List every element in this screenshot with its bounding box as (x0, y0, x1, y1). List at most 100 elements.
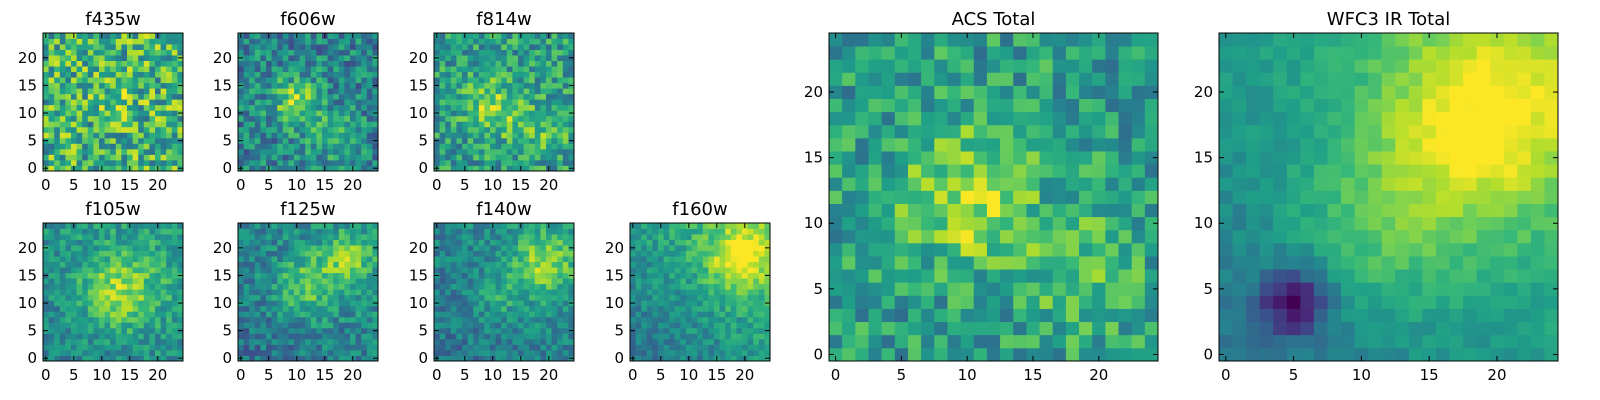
heatmap-cell (546, 154, 552, 161)
heatmap-cell (59, 115, 66, 122)
heatmap-cell (540, 278, 547, 285)
heatmap-cell (59, 349, 66, 356)
heatmap-cell (310, 154, 317, 161)
heatmap-cell (1092, 33, 1106, 47)
heatmap-cell (171, 349, 178, 356)
heatmap-cell (674, 327, 681, 334)
heatmap-cell (299, 316, 306, 323)
heatmap-cell (104, 126, 111, 133)
heatmap-cell (495, 289, 502, 296)
heatmap-cell (350, 228, 356, 235)
heatmap-cell (322, 104, 328, 111)
heatmap-cell (439, 289, 446, 296)
heatmap-cell (254, 305, 261, 312)
heatmap-cell (450, 349, 457, 356)
heatmap-cell (104, 148, 111, 155)
heatmap-cell (534, 278, 541, 285)
heatmap-cell (127, 82, 133, 89)
heatmap-cell (322, 234, 328, 240)
heatmap-cell (568, 333, 575, 340)
heatmap-cell (143, 338, 150, 345)
heatmap-cell (534, 300, 541, 307)
heatmap-cell (271, 223, 278, 229)
heatmap-cell (121, 132, 128, 139)
heatmap-cell (277, 322, 284, 329)
heatmap-cell (467, 154, 474, 161)
heatmap-cell (327, 245, 334, 251)
heatmap-cell (490, 245, 496, 251)
heatmap-cell (495, 104, 502, 111)
heatmap-cell (1144, 46, 1159, 60)
heatmap-cell (1052, 256, 1067, 270)
heatmap-cell (65, 93, 72, 100)
heatmap-cell (540, 60, 547, 67)
heatmap-cell (104, 305, 111, 312)
heatmap-cell (138, 311, 145, 318)
heatmap-cell (1013, 347, 1027, 362)
heatmap-cell (512, 311, 519, 318)
heatmap-cell (166, 223, 173, 229)
heatmap-cell (1118, 216, 1133, 231)
heatmap-cell (708, 349, 715, 356)
heatmap-cell (551, 316, 558, 323)
heatmap-cell (93, 338, 100, 345)
heatmap-cell (338, 305, 345, 312)
heatmap-cell (177, 344, 184, 351)
heatmap-cell (557, 289, 564, 296)
heatmap-cell (540, 311, 547, 318)
heatmap-cell (243, 305, 250, 312)
heatmap-cell (686, 283, 692, 290)
heatmap-cell (1039, 321, 1054, 336)
heatmap-cell (65, 272, 72, 279)
heatmap-cell (82, 333, 89, 340)
heatmap-cell (177, 143, 184, 150)
heatmap-cell (305, 322, 312, 329)
heatmap-cell (48, 272, 55, 279)
heatmap-cell (271, 33, 278, 39)
heatmap-cell (254, 88, 261, 95)
heatmap-cell (490, 322, 496, 329)
heatmap-cell (894, 46, 909, 60)
heatmap-cell (115, 55, 122, 61)
heatmap-cell (512, 278, 519, 285)
heatmap-cell (82, 137, 89, 144)
heatmap-cell (540, 104, 547, 111)
heatmap-cell (907, 46, 922, 60)
heatmap-cell (736, 316, 743, 323)
heatmap-cell (344, 327, 351, 334)
heatmap-cell (478, 349, 485, 356)
heatmap-cell (562, 228, 569, 235)
heatmap-cell (934, 151, 948, 165)
heatmap-cell (271, 261, 278, 268)
heatmap-cell (372, 322, 379, 329)
heatmap-cell (484, 159, 491, 166)
heatmap-cell (540, 148, 547, 155)
heatmap-cell (829, 151, 843, 165)
heatmap-cell (562, 165, 569, 172)
heatmap-cell (484, 223, 491, 229)
heatmap-cell (305, 33, 312, 39)
heatmap-cell (310, 137, 317, 144)
heatmap-cell (127, 55, 133, 61)
heatmap-cell (149, 104, 156, 111)
heatmap-cell (467, 355, 474, 362)
heatmap-cell (534, 66, 541, 73)
heatmap-cell (127, 327, 133, 334)
heatmap-cell (1026, 164, 1040, 178)
heatmap-cell (529, 283, 536, 290)
heatmap-cell (855, 164, 869, 178)
heatmap-cell (540, 261, 547, 268)
heatmap-cell (127, 110, 133, 117)
heatmap-cell (658, 294, 664, 301)
heatmap-cell (48, 121, 55, 128)
heatmap-cell (254, 71, 261, 78)
heatmap-cell (155, 132, 161, 139)
heatmap-cell (562, 110, 569, 117)
heatmap-cell (171, 239, 178, 246)
heatmap-cell (1000, 85, 1014, 99)
heatmap-cell (881, 164, 896, 178)
heatmap-cell (1079, 308, 1093, 323)
heatmap-cell (115, 165, 122, 172)
heatmap-cell (562, 132, 569, 139)
heatmap-cell (484, 137, 491, 144)
